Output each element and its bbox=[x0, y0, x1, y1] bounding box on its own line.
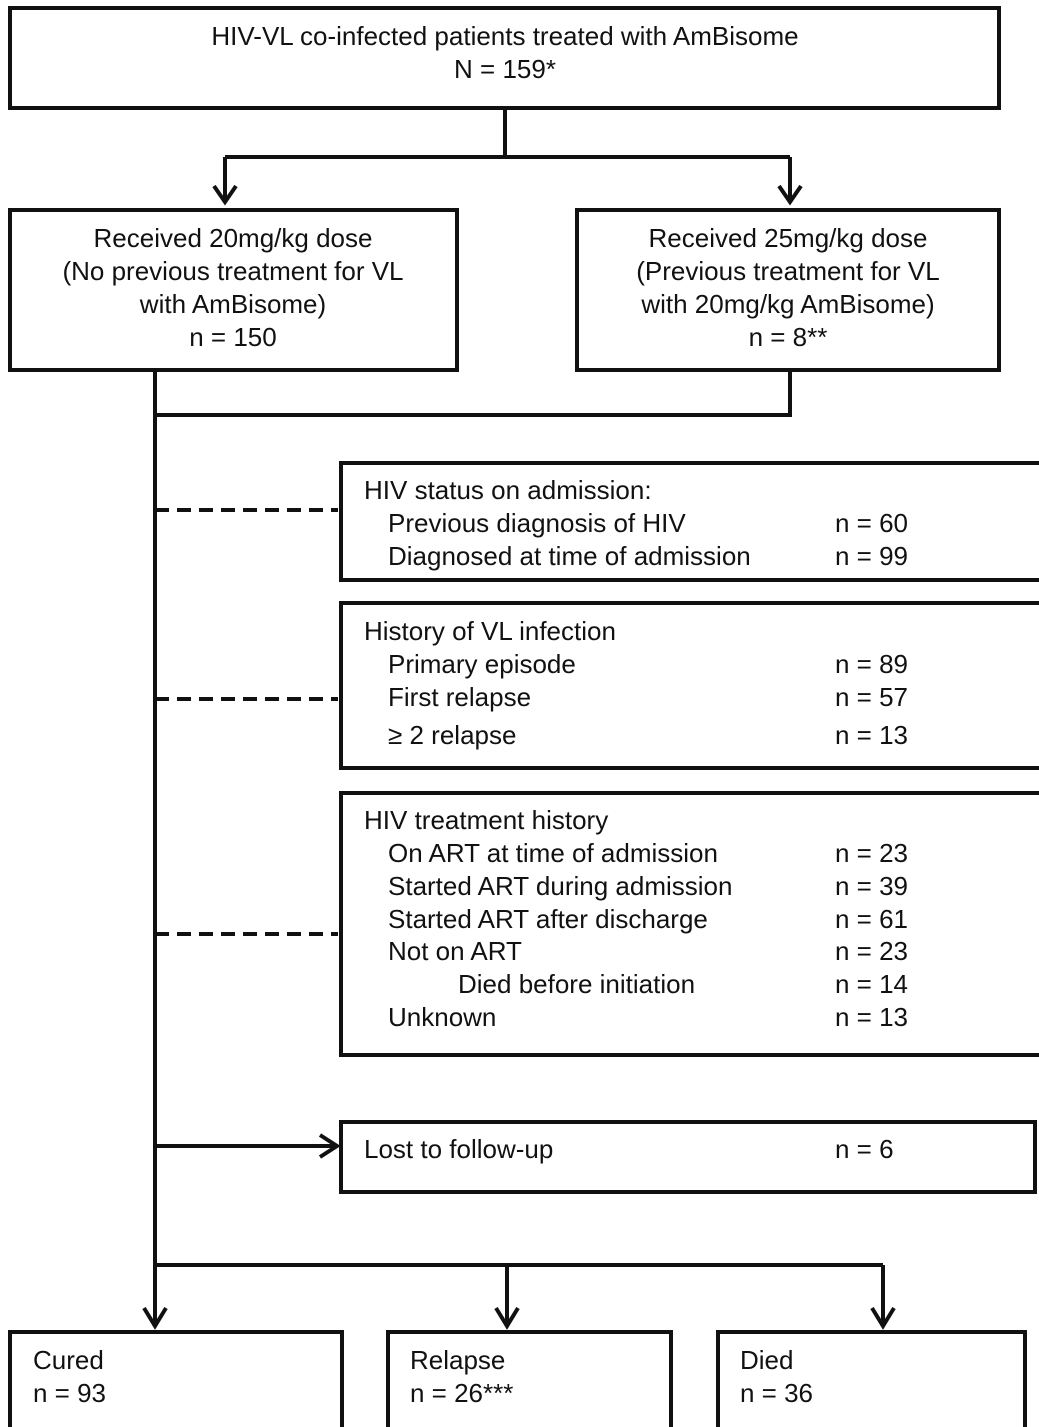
row-label: Not on ART bbox=[388, 936, 522, 966]
info-panel: History of VL infection Primary episode … bbox=[339, 601, 1039, 770]
row-label: First relapse bbox=[388, 682, 531, 712]
box-text: (No previous treatment for VL bbox=[62, 256, 403, 286]
outcome-box: Cured n = 93 bbox=[8, 1330, 344, 1427]
row-count: n = 39 bbox=[835, 871, 908, 901]
row-count: n = 13 bbox=[835, 1002, 908, 1032]
info-panel: HIV treatment history On ART at time of … bbox=[339, 791, 1039, 1057]
box bbox=[386, 1330, 673, 1427]
arm-box: Received 25mg/kg dose (Previous treatmen… bbox=[575, 208, 1001, 372]
outcome-count: n = 93 bbox=[33, 1378, 106, 1408]
outcome-box: Relapse n = 26*** bbox=[386, 1330, 673, 1427]
row-count: n = 61 bbox=[835, 904, 908, 934]
connector bbox=[153, 370, 792, 1322]
box bbox=[339, 1120, 1037, 1194]
row-label: Previous diagnosis of HIV bbox=[388, 508, 686, 538]
box-text: n = 150 bbox=[189, 322, 276, 352]
row-count: n = 99 bbox=[835, 541, 908, 571]
row-count: n = 60 bbox=[835, 508, 908, 538]
row-label: Lost to follow-up bbox=[364, 1134, 553, 1164]
connectors bbox=[142, 108, 896, 1330]
row-label: Started ART after discharge bbox=[388, 904, 708, 934]
panel-title: HIV status on admission: bbox=[364, 475, 652, 505]
row-count: n = 23 bbox=[835, 838, 908, 868]
top-box: HIV-VL co-infected patients treated with… bbox=[8, 6, 1001, 110]
row-label: Started ART during admission bbox=[388, 871, 732, 901]
outcome-label: Relapse bbox=[410, 1345, 505, 1375]
row-count: n = 14 bbox=[835, 969, 908, 999]
box bbox=[575, 208, 1001, 372]
row-count: n = 6 bbox=[835, 1134, 894, 1164]
row-count: n = 57 bbox=[835, 682, 908, 712]
arrowhead bbox=[318, 1133, 341, 1159]
arrowhead bbox=[142, 1306, 896, 1330]
box-text: (Previous treatment for VL bbox=[636, 256, 939, 286]
box-text: N = 159* bbox=[454, 54, 556, 84]
lost-box: Lost to follow-up n = 6 bbox=[339, 1120, 1037, 1194]
box bbox=[339, 601, 1039, 770]
info-panel: HIV status on admission: Previous diagno… bbox=[339, 461, 1039, 582]
outcome-label: Died bbox=[740, 1345, 793, 1375]
box-text: Received 25mg/kg dose bbox=[649, 223, 928, 253]
row-label: On ART at time of admission bbox=[388, 838, 718, 868]
dashed-connector bbox=[155, 508, 338, 936]
row-count: n = 13 bbox=[835, 720, 908, 750]
panel-title: History of VL infection bbox=[364, 616, 616, 646]
row-label: Died before initiation bbox=[458, 969, 695, 999]
row-label: Unknown bbox=[388, 1002, 496, 1032]
outcome-count: n = 36 bbox=[740, 1378, 813, 1408]
box-text: with 20mg/kg AmBisome) bbox=[640, 289, 934, 319]
box bbox=[8, 208, 459, 372]
row-label: Primary episode bbox=[388, 649, 576, 679]
box-text: n = 8** bbox=[749, 322, 828, 352]
box-text: with AmBisome) bbox=[139, 289, 326, 319]
outcome-label: Cured bbox=[33, 1345, 104, 1375]
box-text: HIV-VL co-infected patients treated with… bbox=[211, 21, 798, 51]
box bbox=[339, 791, 1039, 1057]
row-count: n = 23 bbox=[835, 936, 908, 966]
box bbox=[8, 1330, 344, 1427]
row-label: Diagnosed at time of admission bbox=[388, 541, 751, 571]
box bbox=[8, 6, 1001, 110]
connector bbox=[223, 108, 792, 200]
panel-title: HIV treatment history bbox=[364, 805, 608, 835]
row-label: ≥ 2 relapse bbox=[388, 720, 516, 750]
row-count: n = 89 bbox=[835, 649, 908, 679]
box bbox=[716, 1330, 1027, 1427]
arm-box: Received 20mg/kg dose (No previous treat… bbox=[8, 208, 459, 372]
box bbox=[339, 461, 1039, 582]
arrowhead bbox=[212, 184, 803, 206]
connector bbox=[155, 1263, 885, 1322]
outcome-box: Died n = 36 bbox=[716, 1330, 1027, 1427]
box-text: Received 20mg/kg dose bbox=[94, 223, 373, 253]
outcome-count: n = 26*** bbox=[410, 1378, 513, 1408]
